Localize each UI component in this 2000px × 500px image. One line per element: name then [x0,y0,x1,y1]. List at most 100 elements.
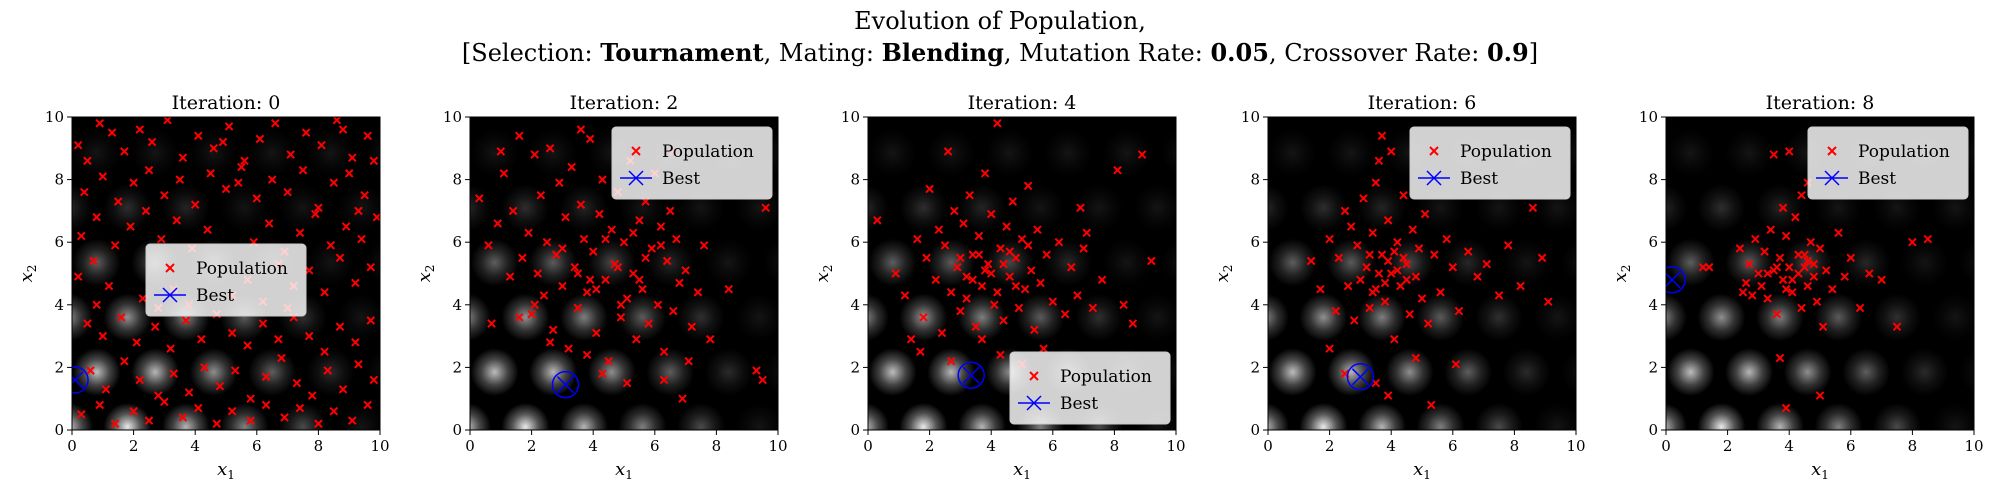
population-point [518,253,527,263]
population-point [116,313,126,322]
population-point [555,178,564,188]
landscape-blob [306,128,355,177]
population-point [338,385,348,394]
population-point [999,316,1008,325]
population-point [1781,231,1791,241]
landscape-blob [1299,183,1348,232]
y-tick-label: 2 [1250,358,1260,376]
population-point [141,206,151,216]
population-point [564,344,573,353]
y-tick-label: 0 [54,421,64,439]
population-point [499,169,509,178]
population-point [1738,287,1748,297]
landscape-blob [1697,183,1746,232]
legend-population-marker [1429,146,1439,156]
y-tick-label: 8 [452,171,462,189]
population-point [1797,303,1806,313]
population-point [76,231,86,241]
y-tick-label: 0 [1648,421,1658,439]
population-point [931,275,941,285]
population-point [138,294,148,303]
population-point [92,212,101,222]
population-point [1066,262,1076,272]
y-tick-label: 0 [850,421,860,439]
landscape-blob [1502,348,1551,397]
population-point [95,400,105,410]
population-point [558,244,567,253]
landscape-blob [501,183,550,232]
population-point [573,269,583,278]
y-tick-label: 6 [1250,233,1260,251]
population-point [135,125,145,134]
population-point [539,291,549,300]
population-point [659,375,669,385]
population-point [1002,222,1011,231]
legend-population-marker [165,263,175,273]
population-point [1079,244,1088,253]
population-point [986,269,996,278]
population-point [1448,262,1458,272]
landscape-blob [1357,402,1406,430]
y-tick-label: 10 [45,108,64,126]
population-point [372,212,380,222]
population-point [1383,256,1393,266]
population-point [619,237,629,247]
population-point [286,150,295,159]
population-markers [474,125,770,404]
population-point [104,281,114,291]
figure-subtitle: [Selection: Tournament, Mating: Blending… [461,38,1539,67]
population-point [1834,228,1843,238]
population-point [147,137,157,147]
fitness-landscape [1666,128,1974,430]
legend-population-marker [1029,371,1039,381]
population-point [1923,234,1933,244]
population-point [1331,306,1341,316]
population-point [996,350,1005,360]
x-tick-label: 4 [986,437,996,455]
population-point [193,403,203,413]
legend: Population Best [1009,351,1171,425]
landscape-blob [1959,349,1974,395]
population-point [267,175,277,184]
landscape-blob [1783,348,1832,397]
x-axis-label: x1 [1413,459,1431,482]
population-point [363,400,372,410]
best-point [962,366,980,384]
population-point [1451,359,1461,369]
x-tick-label: 0 [465,437,475,455]
population-point [533,269,543,278]
population-point [369,156,379,166]
legend-box [1009,351,1171,425]
y-tick-label: 2 [850,358,860,376]
population-point [943,147,953,156]
landscape-blob [868,403,889,430]
population-point [1377,250,1387,260]
population-point [120,356,129,366]
x-axis-label: x1 [1811,459,1829,482]
x-tick-label: 2 [129,437,139,455]
population-point [1325,344,1334,353]
population-point [1353,241,1362,250]
population-point [1014,303,1024,313]
y-tick-label: 6 [54,233,64,251]
landscape-blob [1666,128,1715,177]
landscape-blob [189,128,238,177]
population-point [172,215,182,225]
population-point [1011,281,1021,291]
figure-title: Evolution of Population, [Selection: Tou… [0,6,2000,69]
population-point [996,244,1005,253]
landscape-blob [337,183,380,232]
legend: Population Best [611,126,773,200]
population-point [270,118,280,128]
population-point [980,169,990,178]
population-point [678,394,687,404]
population-point [317,140,326,150]
legend-best-label: Best [1460,169,1498,189]
legend-population-label: Population [196,259,288,279]
population-point [1039,344,1048,353]
population-point [347,416,357,425]
population-point [595,209,604,219]
population-point [304,266,314,275]
y-tick-label: 4 [452,296,462,314]
population-point [1405,309,1414,319]
